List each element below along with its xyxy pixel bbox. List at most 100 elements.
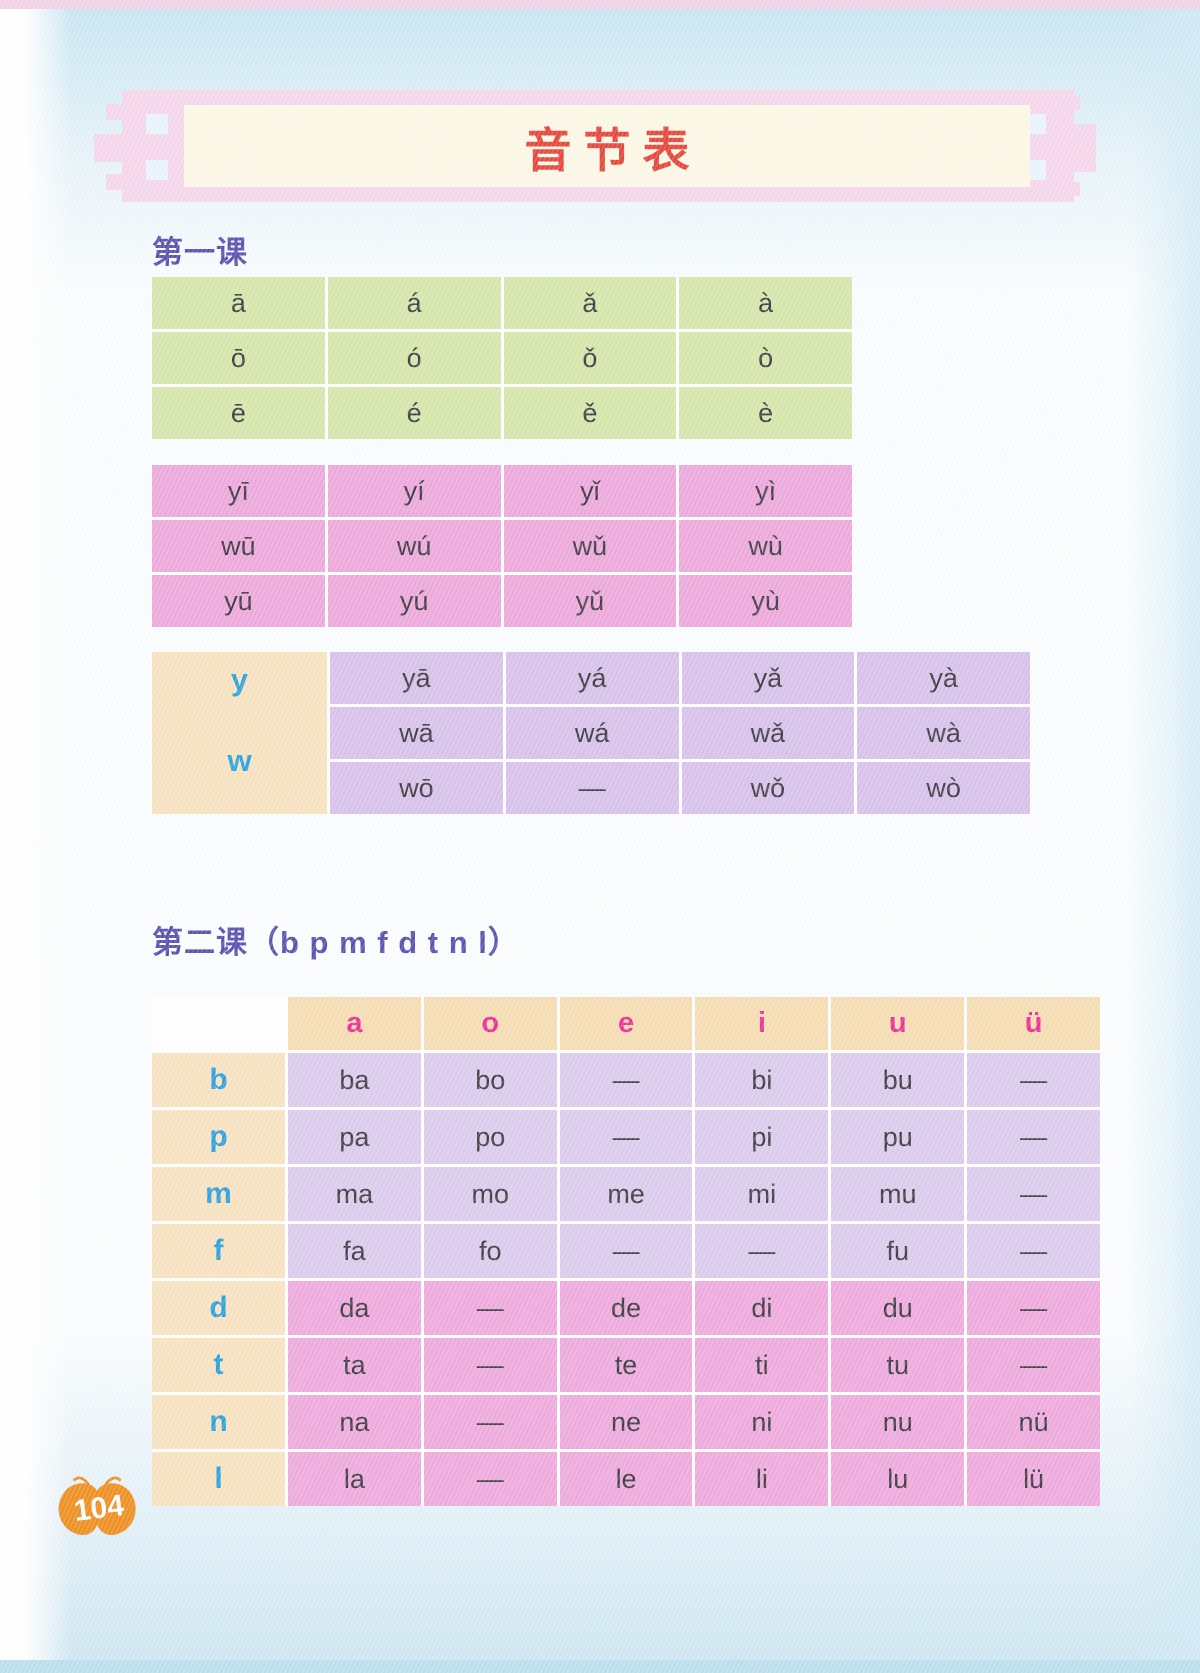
syllable-cell: — [967, 1281, 1100, 1335]
initial-label: m [152, 1167, 285, 1221]
bottom-edge-strip [0, 1660, 1200, 1673]
syllable-cell: fo [423, 1224, 557, 1278]
syllable-cell: ne [559, 1395, 693, 1449]
syllable-cell: tu [831, 1338, 965, 1392]
banner-deco-square [1070, 124, 1096, 172]
syllable-cell: ba [288, 1053, 421, 1107]
syllable-cell: ǒ [503, 332, 677, 384]
syllable-cell: — [423, 1452, 557, 1506]
syllable-cell: pi [695, 1110, 829, 1164]
syllable-cell: du [831, 1281, 965, 1335]
top-edge-strip [0, 0, 1200, 9]
syllable-cell: lu [831, 1452, 965, 1506]
syllable-cell: — [967, 1338, 1100, 1392]
syllable-cell: — [967, 1167, 1100, 1221]
y-w-syllable-table: y w yā yá yǎ yà wā wá wǎ wà wō — wǒ wò [152, 652, 1030, 814]
syllable-cell: da [288, 1281, 421, 1335]
syllable-cell: ē [152, 387, 325, 439]
syllable-cell: pa [288, 1110, 421, 1164]
syllable-cell: nü [967, 1395, 1100, 1449]
syllable-cell: wǔ [503, 520, 677, 572]
syllable-cell: te [559, 1338, 693, 1392]
syllable-cell: mi [695, 1167, 829, 1221]
syllable-cell: ni [695, 1395, 829, 1449]
final-header: u [831, 997, 965, 1050]
initial-label: d [152, 1281, 285, 1335]
syllable-cell: le [559, 1452, 693, 1506]
final-header: i [695, 997, 829, 1050]
initial-label: t [152, 1338, 285, 1392]
syllable-cell: á [327, 277, 501, 329]
syllable-cell: mo [423, 1167, 557, 1221]
syllable-cell: ti [695, 1338, 829, 1392]
page-number-badge: 104 [52, 1476, 146, 1552]
syllable-cell: wà [857, 707, 1030, 759]
syllable-cell: è [679, 387, 852, 439]
syllable-cell: wō [330, 762, 503, 814]
syllable-cell: nu [831, 1395, 965, 1449]
syllable-cell: yū [152, 575, 325, 627]
syllable-cell: yǔ [503, 575, 677, 627]
syllable-cell: — [423, 1281, 557, 1335]
syllable-cell: lü [967, 1452, 1100, 1506]
banner-deco-square [1066, 96, 1080, 110]
syllable-cell: bi [695, 1053, 829, 1107]
syllable-cell: bo [423, 1053, 557, 1107]
syllable-cell: fu [831, 1224, 965, 1278]
syllable-cell: à [679, 277, 852, 329]
syllable-cell: — [559, 1224, 693, 1278]
header-spacer [152, 997, 285, 1050]
syllable-cell: wù [679, 520, 852, 572]
syllable-cell: ta [288, 1338, 421, 1392]
banner-deco-square [106, 104, 122, 120]
banner-inner: 音节表 [184, 105, 1030, 187]
syllable-cell: yì [679, 465, 852, 517]
syllable-cell: wá [505, 707, 679, 759]
syllable-cell: yī [152, 465, 325, 517]
syllable-cell: — [505, 762, 679, 814]
syllable-cell: wú [327, 520, 501, 572]
initial-label: p [152, 1110, 285, 1164]
syllable-cell: bu [831, 1053, 965, 1107]
final-header: e [559, 997, 693, 1050]
title-banner: 音节表 [88, 84, 1104, 208]
banner-deco-square [94, 134, 122, 162]
syllable-cell: wò [857, 762, 1030, 814]
syllable-cell: é [327, 387, 501, 439]
page-title: 音节表 [524, 123, 702, 177]
syllable-cell: wǎ [681, 707, 855, 759]
syllable-cell: ō [152, 332, 325, 384]
syllable-cell: mu [831, 1167, 965, 1221]
initial-column: y w [152, 652, 327, 814]
syllable-cell: yú [327, 575, 501, 627]
syllable-cell: na [288, 1395, 421, 1449]
lesson-2-heading: 第二课（b p m f d t n l） [152, 925, 520, 960]
syllable-cell: wā [330, 707, 503, 759]
syllable-cell: — [423, 1395, 557, 1449]
final-header: ü [967, 997, 1100, 1050]
final-header: o [423, 997, 557, 1050]
syllable-cell: wǒ [681, 762, 855, 814]
initial-final-table: a o e i u ü b ba bo — bi bu — p pa po — … [152, 997, 1100, 1506]
syllable-cell: ma [288, 1167, 421, 1221]
syllable-cell: yù [679, 575, 852, 627]
butterfly-icon [58, 1476, 136, 1536]
initial-label: b [152, 1053, 285, 1107]
initial-y-label: y [230, 661, 249, 697]
lesson-1-heading: 第一课 [152, 235, 248, 270]
syllable-cell: me [559, 1167, 693, 1221]
syllable-cell: — [967, 1053, 1100, 1107]
syllable-cell: di [695, 1281, 829, 1335]
syllable-cell: ǎ [503, 277, 677, 329]
syllable-cell: li [695, 1452, 829, 1506]
final-header: a [288, 997, 421, 1050]
syllable-cell: — [559, 1110, 693, 1164]
syllable-cell: yá [505, 652, 679, 704]
syllable-cell: yà [857, 652, 1030, 704]
syllable-cell: — [695, 1224, 829, 1278]
syllable-cell: wū [152, 520, 325, 572]
syllable-cell: — [423, 1338, 557, 1392]
vowel-tone-table: ā á ǎ à ō ó ǒ ò ē é ě è [152, 277, 852, 439]
syllable-cell: — [967, 1224, 1100, 1278]
